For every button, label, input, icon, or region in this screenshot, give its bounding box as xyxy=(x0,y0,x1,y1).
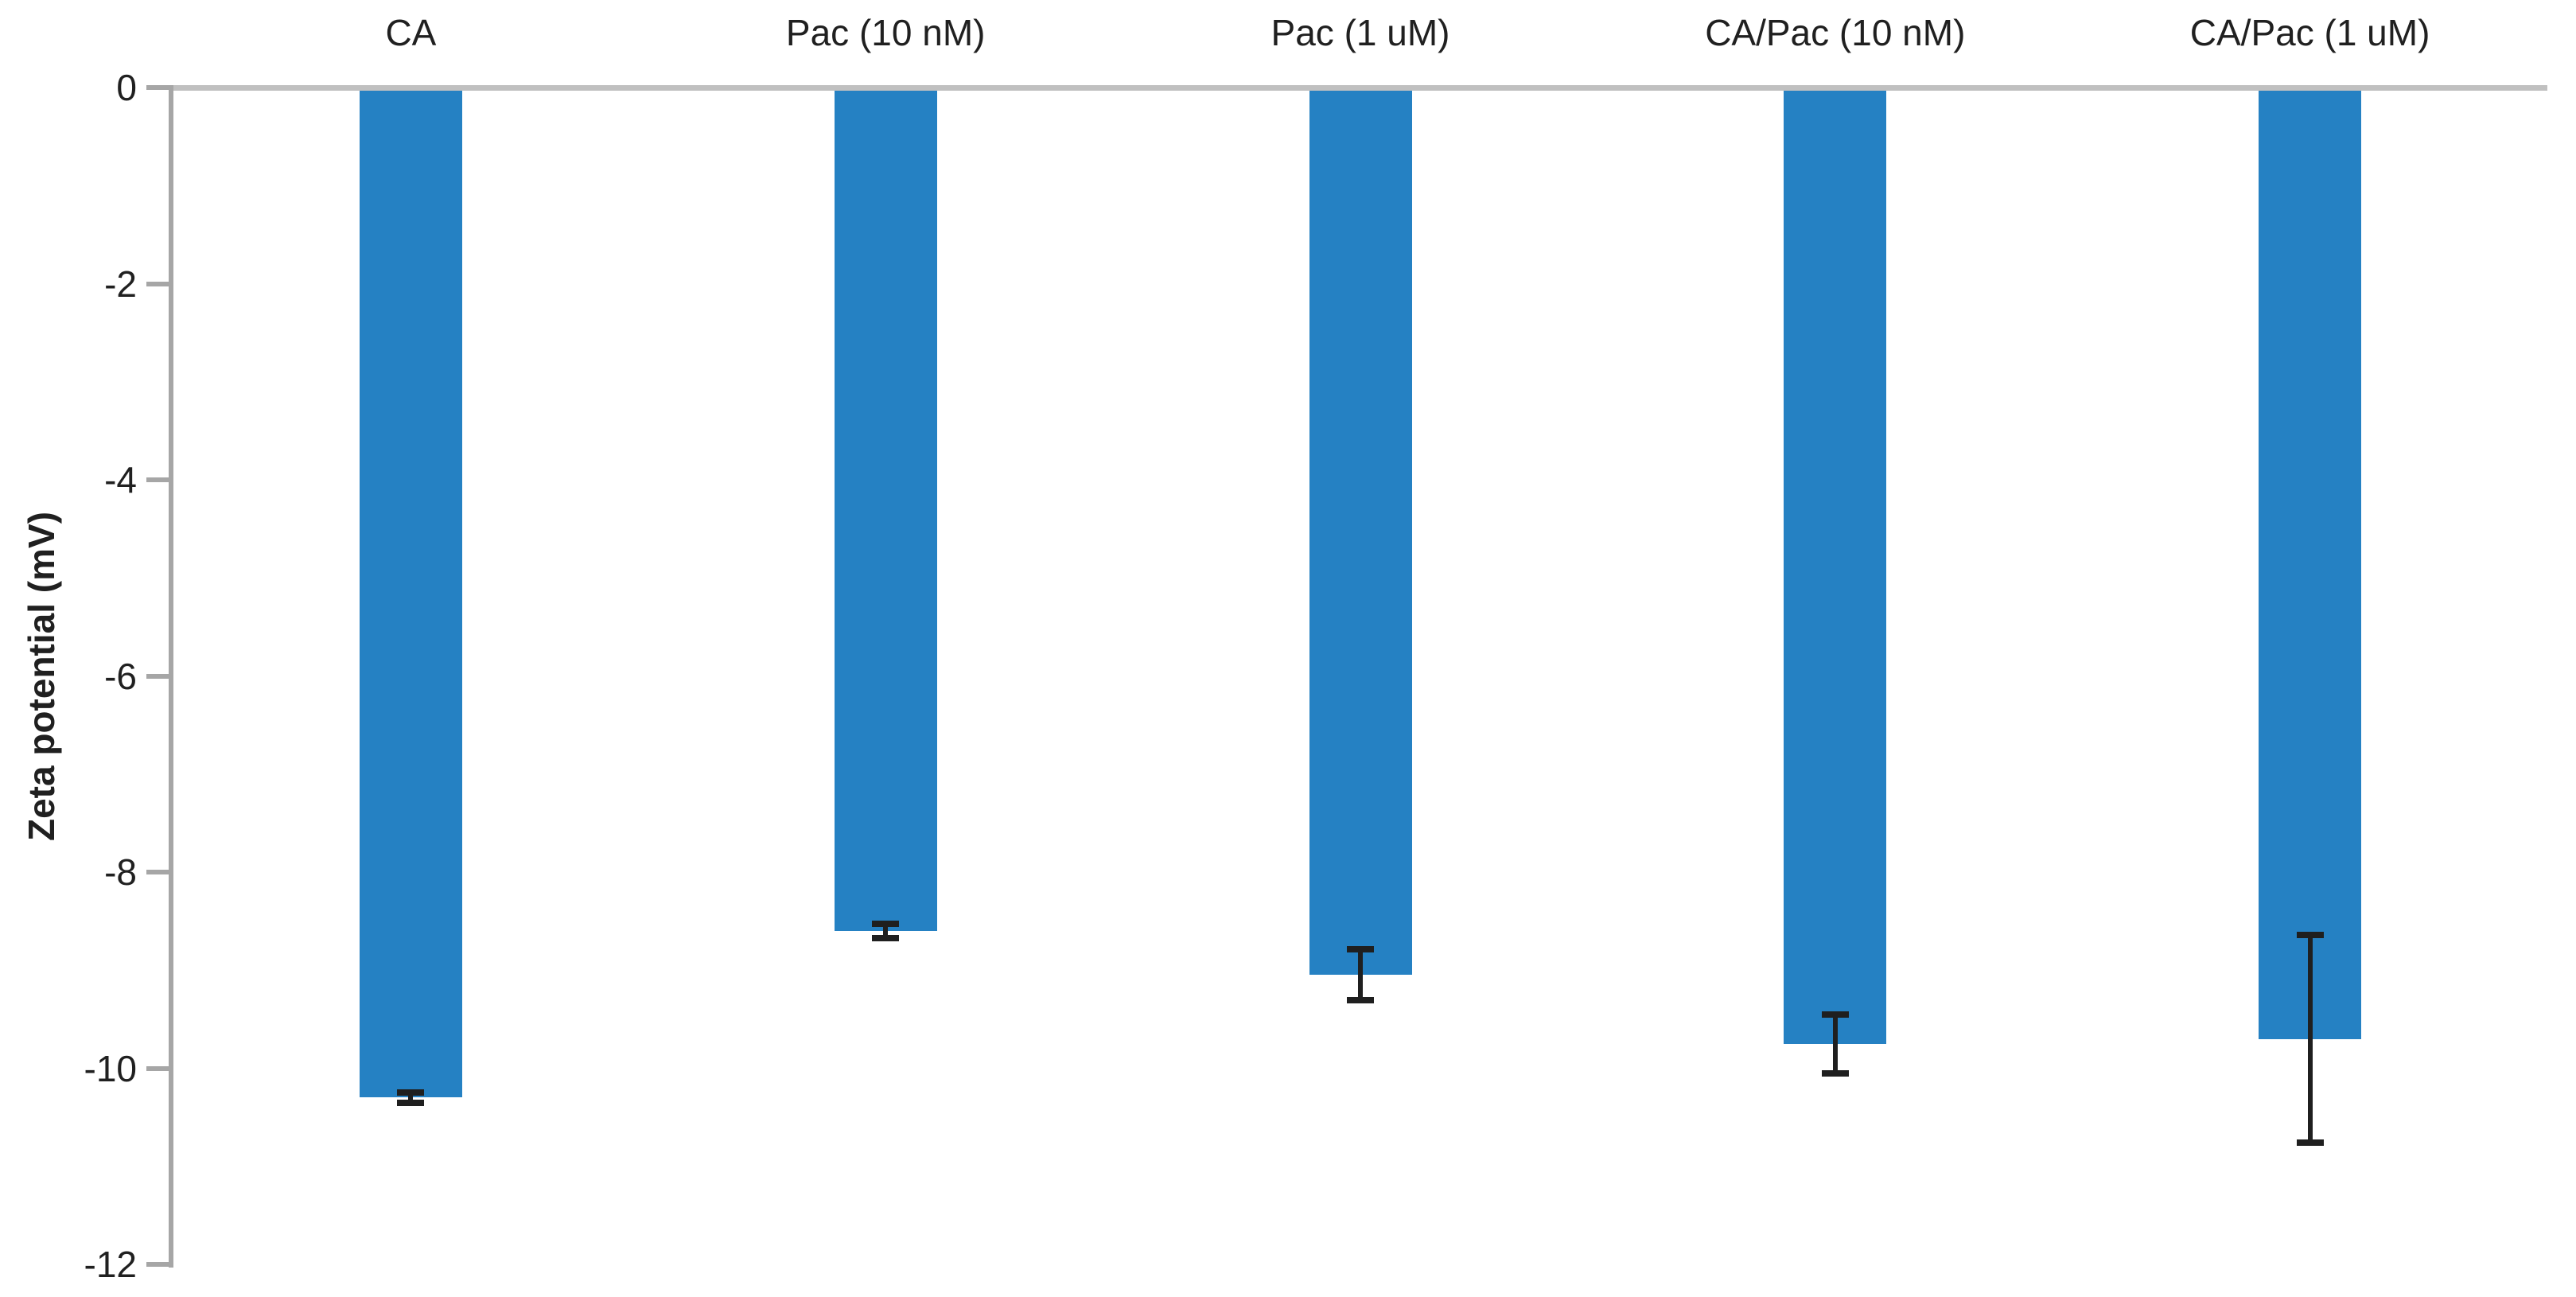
error-bar-cap xyxy=(1821,1011,1849,1018)
error-bar-cap xyxy=(2296,931,2324,938)
y-tick-label: 0 xyxy=(116,67,137,108)
y-tick-mark xyxy=(146,281,173,286)
error-bar-cap xyxy=(1821,1069,1849,1077)
bar-ca xyxy=(359,88,462,1098)
error-bar-cap xyxy=(872,921,900,928)
bar-ca-pac-10-nm xyxy=(1784,88,1887,1044)
category-label: CA/Pac (10 nM) xyxy=(1705,12,1966,53)
error-bar-whisker xyxy=(408,1093,414,1103)
error-bar-cap xyxy=(397,1089,425,1096)
y-tick-mark xyxy=(146,870,173,874)
y-tick-label: -6 xyxy=(104,655,137,697)
y-tick-label: -4 xyxy=(104,459,137,500)
y-tick-mark xyxy=(146,1065,173,1071)
category-label: Pac (1 uM) xyxy=(1270,12,1450,53)
y-tick-mark xyxy=(146,85,173,90)
error-bar-whisker xyxy=(883,924,889,938)
bar-ca-pac-1-um xyxy=(2259,88,2362,1039)
bar-pac-1-um xyxy=(1309,88,1412,976)
y-tick-label: -12 xyxy=(84,1244,137,1285)
error-bar-whisker xyxy=(2307,934,2313,1143)
y-tick-label: -2 xyxy=(104,263,137,305)
y-axis-line xyxy=(169,88,173,1268)
error-bar-cap xyxy=(1347,997,1374,1004)
error-bar-whisker xyxy=(1358,949,1363,1001)
error-bar-cap xyxy=(397,1099,425,1106)
error-bar-whisker xyxy=(1832,1014,1838,1073)
error-bar-cap xyxy=(1347,946,1374,953)
y-tick-mark xyxy=(146,477,173,482)
category-label: CA xyxy=(385,12,437,53)
y-tick-label: -8 xyxy=(104,851,137,893)
category-label: CA/Pac (1 uM) xyxy=(2189,12,2430,53)
error-bar-cap xyxy=(872,934,900,941)
error-bar-cap xyxy=(2296,1139,2324,1147)
y-tick-mark xyxy=(146,1262,173,1267)
bar-pac-10-nm xyxy=(834,88,937,931)
y-axis-title: Zeta potential (mV) xyxy=(21,511,62,842)
y-tick-label: -10 xyxy=(84,1047,137,1089)
zero-baseline xyxy=(173,85,2547,91)
category-label: Pac (10 nM) xyxy=(785,12,986,53)
y-tick-mark xyxy=(146,673,173,679)
